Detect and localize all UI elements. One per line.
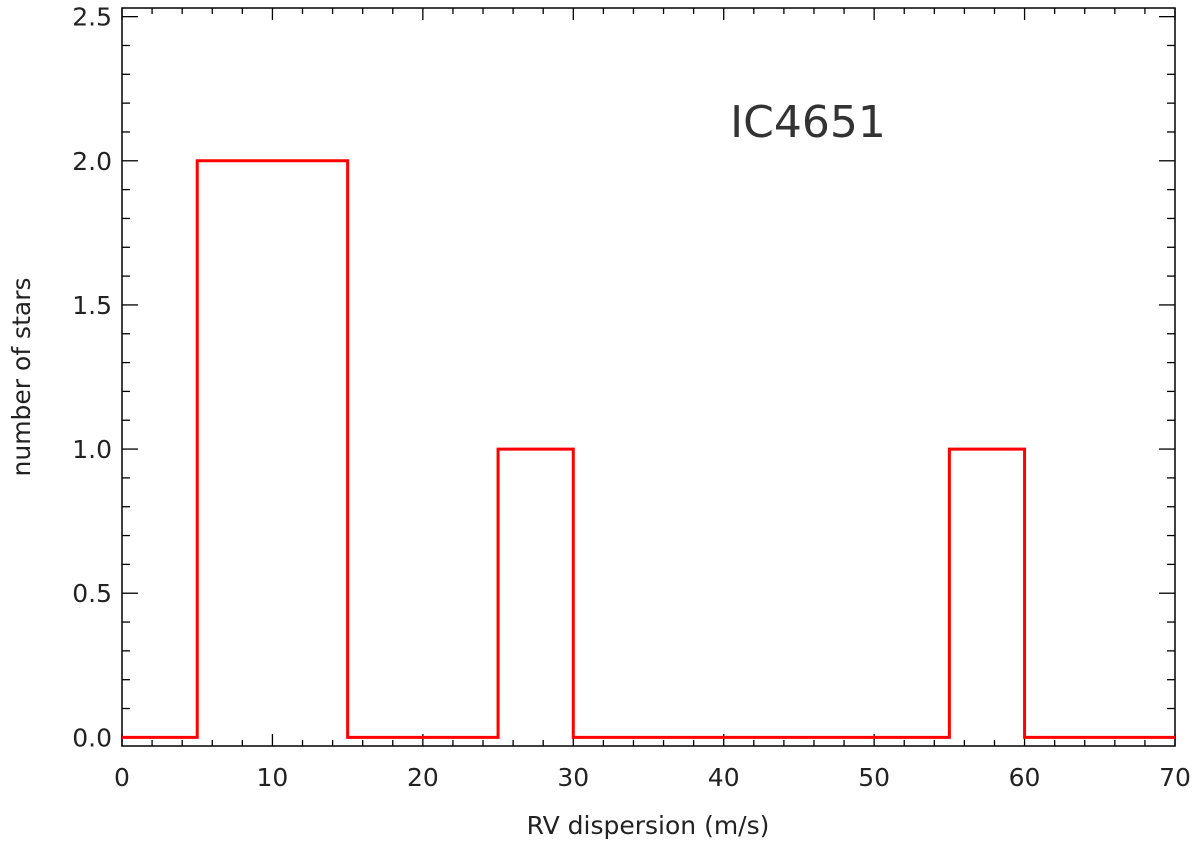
- y-tick-label: 1.5: [72, 291, 112, 320]
- cluster-annotation: IC4651: [730, 97, 886, 148]
- y-axis-title: number of stars: [7, 277, 36, 476]
- x-axis-title: RV dispersion (m/s): [527, 811, 770, 840]
- x-tick-label: 10: [257, 763, 289, 792]
- x-tick-label: 50: [858, 763, 890, 792]
- y-tick-label: 1.0: [72, 435, 112, 464]
- x-tick-label: 70: [1159, 763, 1191, 792]
- x-tick-label: 30: [557, 763, 589, 792]
- histogram-series: [122, 159, 1175, 739]
- y-tick-label: 2.0: [72, 147, 112, 176]
- y-tick-label: 0.5: [72, 579, 112, 608]
- y-tick-label: 0.0: [72, 723, 112, 752]
- y-axis-ticks: 0.0 0.5 1.0 1.5 2.0 2.5: [72, 3, 1175, 752]
- plot-frame: [121, 7, 1176, 747]
- x-tick-label: 0: [114, 763, 130, 792]
- x-tick-label: 20: [407, 763, 439, 792]
- y-tick-label: 2.5: [72, 3, 112, 32]
- x-tick-label: 60: [1009, 763, 1041, 792]
- x-axis-ticks: 0 10 20 30 40 50 60 70: [114, 8, 1191, 792]
- x-tick-label: 40: [708, 763, 740, 792]
